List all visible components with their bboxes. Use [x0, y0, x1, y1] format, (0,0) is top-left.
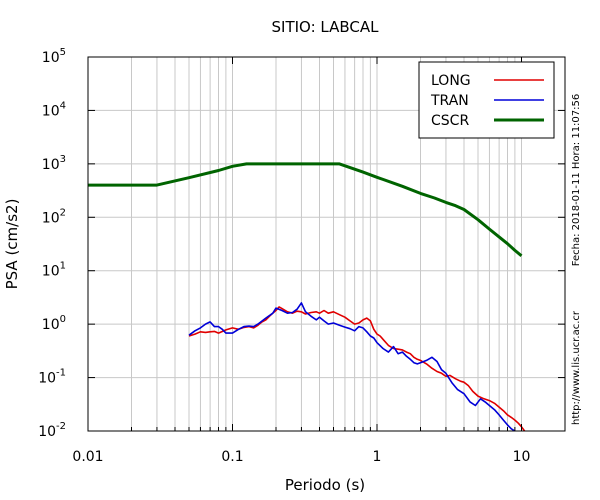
legend-label-long: LONG: [431, 73, 471, 89]
source-url-text: http://www.lis.ucr.ac.cr: [571, 310, 582, 425]
series-line-cscr: [88, 162, 523, 257]
x-tick-label: 0.1: [221, 449, 243, 465]
timestamp-text: Fecha: 2018-01-11 Hora: 11:07:56: [571, 94, 582, 267]
series-line-tran: [188, 302, 516, 432]
tick-layer: 0.01 0.1 1 10 10-2 10-1 100 101 102 103 104 105: [38, 47, 565, 465]
series-line-long: [188, 306, 526, 432]
legend-items: LONG TRAN CSCR: [430, 73, 544, 129]
y-tick-label: 104: [42, 100, 66, 119]
x-tick-label: 1: [373, 449, 382, 465]
x-tick-label: 10: [513, 449, 531, 465]
y-tick-label: 101: [42, 261, 66, 280]
y-tick-label: 100: [42, 314, 66, 333]
series-layer: [88, 162, 526, 432]
legend-label-tran: TRAN: [430, 93, 469, 109]
legend: LONG TRAN CSCR: [418, 61, 555, 139]
x-tick-label: 0.01: [72, 449, 103, 465]
chart-title: SITIO: LABCAL: [272, 18, 380, 36]
plot-frame: [87, 56, 566, 432]
x-axis-label: Periodo (s): [285, 476, 365, 494]
y-tick-label: 10-1: [38, 368, 66, 387]
y-axis-label: PSA (cm/s2): [3, 199, 21, 290]
y-tick-label: 102: [42, 207, 66, 226]
legend-label-cscr: CSCR: [431, 113, 469, 129]
y-tick-label: 105: [42, 47, 66, 66]
y-tick-label: 103: [42, 154, 66, 173]
y-tick-label: 10-2: [38, 421, 66, 440]
